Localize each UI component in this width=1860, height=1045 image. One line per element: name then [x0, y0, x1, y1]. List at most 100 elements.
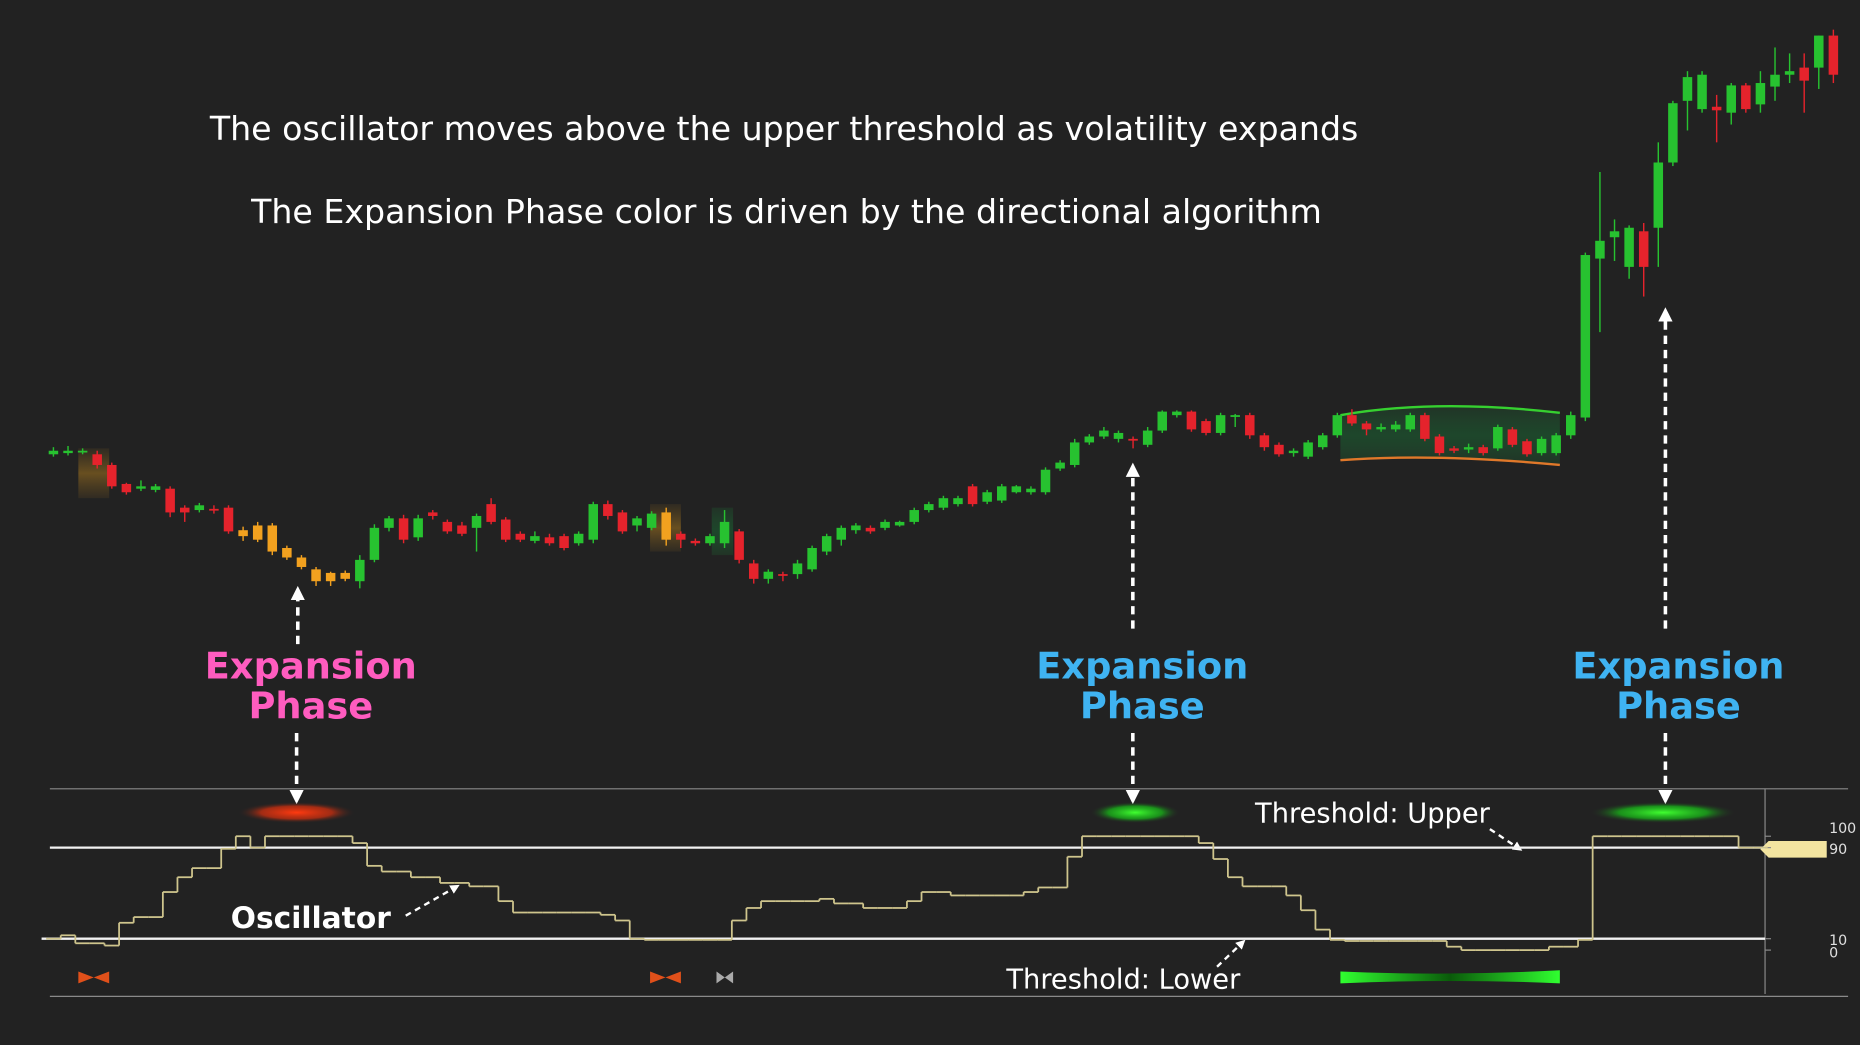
candle-body [238, 530, 248, 537]
candle-body [1595, 240, 1605, 259]
y-tick-label: 100 [1829, 821, 1856, 837]
candle-body [748, 563, 759, 579]
candle-body [457, 525, 467, 534]
candle-body [1799, 67, 1809, 81]
candle-body [515, 533, 526, 540]
band-lower [1340, 456, 1560, 467]
candle-body [1317, 435, 1328, 448]
candle-body [676, 533, 686, 540]
candle-body [1493, 427, 1503, 449]
candle-body [252, 525, 263, 540]
annotation: Expansion [1036, 644, 1248, 687]
candle-body [530, 536, 540, 541]
candle-body [194, 505, 205, 511]
series-label: Oscillator [231, 900, 391, 935]
candle-body [924, 504, 934, 511]
candle-body [121, 483, 132, 493]
candle-body [1668, 103, 1678, 163]
candle-body [632, 518, 642, 526]
candle-body [690, 540, 701, 544]
candle-body [807, 548, 817, 570]
candle-body [107, 464, 117, 487]
candle-body [311, 569, 321, 582]
candle-body [1113, 432, 1124, 439]
candle-body [1551, 435, 1561, 454]
candle-body [1638, 231, 1649, 267]
arrow [1216, 939, 1246, 968]
candle-body [428, 512, 438, 516]
candle-body [471, 515, 482, 528]
candle-body [282, 548, 292, 558]
candle-body [165, 488, 175, 513]
candle-body [179, 507, 190, 513]
candle-body [1755, 83, 1766, 105]
candle-body [1522, 441, 1532, 455]
candle-body [1274, 444, 1284, 455]
candle-body [325, 572, 336, 582]
threshold-label: Threshold: Upper [1254, 798, 1491, 829]
candle-body [1215, 415, 1226, 433]
candle-body [719, 521, 730, 544]
candle-body [953, 498, 963, 505]
candle-body [442, 521, 453, 532]
candle-body [77, 450, 88, 453]
candle-body [1347, 415, 1357, 424]
candle-body [1536, 438, 1547, 454]
arrow [1489, 828, 1523, 851]
threshold-label: Threshold: Lower [1005, 964, 1241, 995]
candle-body [661, 512, 671, 540]
candle-body [398, 518, 409, 540]
candle-body [1069, 442, 1080, 465]
candle-body [1697, 74, 1707, 110]
candle-body [1186, 411, 1197, 430]
candle-body [851, 525, 861, 531]
candle-body [1142, 430, 1153, 445]
candle-body [500, 519, 511, 540]
candle-body [223, 507, 234, 532]
candle-body [1434, 436, 1445, 454]
candle-body [821, 536, 832, 552]
phase-glow [237, 801, 356, 824]
annotation: Expansion [205, 644, 417, 687]
annotation: Phase [248, 685, 373, 728]
candle-body [296, 557, 307, 567]
candle-body [1405, 415, 1416, 430]
candle-body [1784, 71, 1795, 75]
candle-body [1566, 415, 1576, 436]
candle-body [617, 512, 628, 532]
candle-body [1084, 436, 1095, 443]
candle-body [1361, 423, 1372, 430]
candle-body [1040, 469, 1051, 493]
candle-body [1011, 486, 1022, 493]
candle-body [1128, 438, 1138, 441]
candle-body [340, 572, 350, 579]
candle-body [486, 504, 496, 522]
candle-body [880, 521, 890, 528]
candle-body [1201, 421, 1211, 433]
candle-body [559, 536, 569, 549]
candle-body [1332, 415, 1343, 436]
candle-body [384, 518, 394, 528]
squeeze-marker [78, 971, 110, 984]
candle-body [413, 518, 423, 538]
candle-body [865, 527, 876, 532]
candle-body [1157, 411, 1167, 431]
candle-body [588, 504, 598, 540]
oscillator-panel: Threshold: Upper Threshold: Lower 100 90 100… [41, 798, 1856, 995]
annotation: Expansion [1572, 644, 1784, 687]
candle-body [763, 571, 774, 579]
candle-body [1580, 255, 1591, 418]
candle-body [894, 521, 905, 526]
annotations: ExpansionPhaseExpansionPhaseExpansionPha… [205, 644, 1785, 727]
candle-body [1711, 106, 1722, 111]
candle-body [1172, 411, 1182, 416]
candle-body [1828, 35, 1839, 75]
candle-body [734, 531, 744, 560]
candle-body [792, 563, 803, 575]
candle-body [355, 559, 365, 582]
candle-body [369, 527, 380, 560]
squeeze-marker [650, 971, 681, 984]
y-tick-label: 10 [1829, 933, 1847, 949]
candle-body [967, 486, 978, 505]
